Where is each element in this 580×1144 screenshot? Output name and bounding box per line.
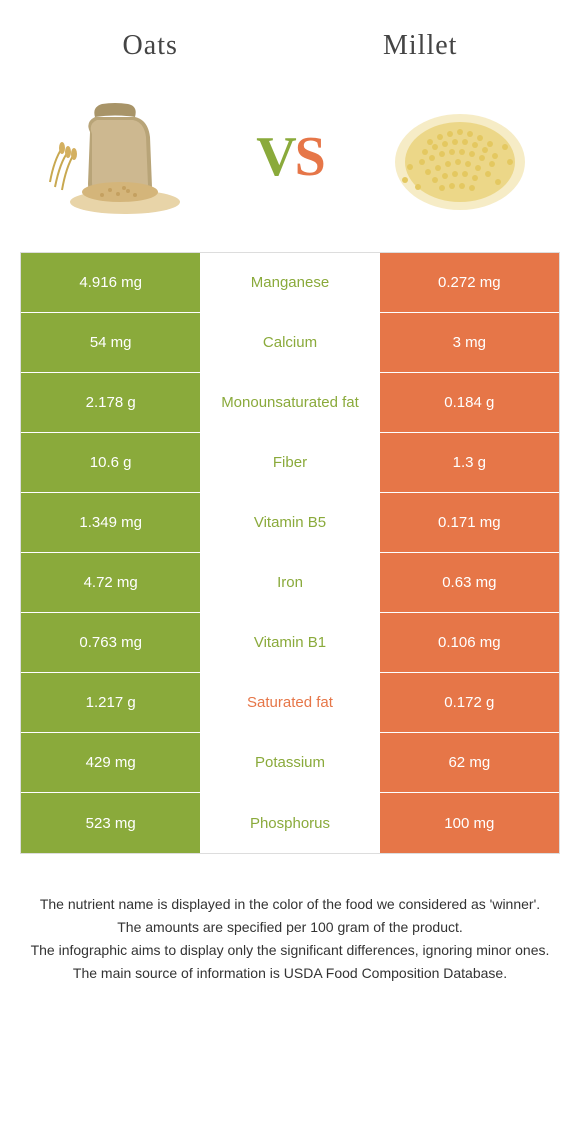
nutrient-label: Vitamin B1 xyxy=(200,613,379,672)
table-row: 429 mgPotassium62 mg xyxy=(21,733,559,793)
right-value: 0.171 mg xyxy=(380,493,559,552)
vs-s-letter: S xyxy=(295,126,324,188)
footnote-line: The main source of information is USDA F… xyxy=(30,963,550,984)
left-value: 429 mg xyxy=(21,733,200,792)
left-value: 1.217 g xyxy=(21,673,200,732)
nutrient-label: Iron xyxy=(200,553,379,612)
left-food-title: Oats xyxy=(123,30,178,62)
right-value: 62 mg xyxy=(380,733,559,792)
right-value: 0.63 mg xyxy=(380,553,559,612)
nutrient-label: Manganese xyxy=(200,253,379,312)
right-value: 3 mg xyxy=(380,313,559,372)
nutrient-label: Potassium xyxy=(200,733,379,792)
right-food-title: Millet xyxy=(383,30,457,62)
nutrient-label: Calcium xyxy=(200,313,379,372)
table-row: 523 mgPhosphorus100 mg xyxy=(21,793,559,853)
table-row: 1.217 gSaturated fat0.172 g xyxy=(21,673,559,733)
table-row: 10.6 gFiber1.3 g xyxy=(21,433,559,493)
left-value: 4.72 mg xyxy=(21,553,200,612)
vs-label: VS xyxy=(256,125,324,189)
oats-image xyxy=(40,92,200,222)
right-value: 1.3 g xyxy=(380,433,559,492)
left-value: 4.916 mg xyxy=(21,253,200,312)
table-row: 0.763 mgVitamin B10.106 mg xyxy=(21,613,559,673)
header: Oats Millet xyxy=(0,0,580,72)
nutrient-label: Phosphorus xyxy=(200,793,379,853)
footnote-line: The infographic aims to display only the… xyxy=(30,940,550,961)
right-value: 0.106 mg xyxy=(380,613,559,672)
nutrient-label: Monounsaturated fat xyxy=(200,373,379,432)
left-value: 2.178 g xyxy=(21,373,200,432)
vs-v-letter: V xyxy=(256,126,294,188)
footnote-line: The amounts are specified per 100 gram o… xyxy=(30,917,550,938)
table-row: 2.178 gMonounsaturated fat0.184 g xyxy=(21,373,559,433)
nutrient-label: Vitamin B5 xyxy=(200,493,379,552)
right-value: 100 mg xyxy=(380,793,559,853)
comparison-table: 4.916 mgManganese0.272 mg54 mgCalcium3 m… xyxy=(20,252,560,854)
left-value: 523 mg xyxy=(21,793,200,853)
millet-image xyxy=(380,92,540,222)
left-value: 54 mg xyxy=(21,313,200,372)
table-row: 4.72 mgIron0.63 mg xyxy=(21,553,559,613)
right-value: 0.172 g xyxy=(380,673,559,732)
left-value: 10.6 g xyxy=(21,433,200,492)
footnote-line: The nutrient name is displayed in the co… xyxy=(30,894,550,915)
right-value: 0.184 g xyxy=(380,373,559,432)
images-row: VS xyxy=(0,72,580,252)
table-row: 54 mgCalcium3 mg xyxy=(21,313,559,373)
nutrient-label: Saturated fat xyxy=(200,673,379,732)
right-value: 0.272 mg xyxy=(380,253,559,312)
nutrient-label: Fiber xyxy=(200,433,379,492)
left-value: 0.763 mg xyxy=(21,613,200,672)
footnotes: The nutrient name is displayed in the co… xyxy=(0,854,580,1006)
left-value: 1.349 mg xyxy=(21,493,200,552)
table-row: 1.349 mgVitamin B50.171 mg xyxy=(21,493,559,553)
table-row: 4.916 mgManganese0.272 mg xyxy=(21,253,559,313)
